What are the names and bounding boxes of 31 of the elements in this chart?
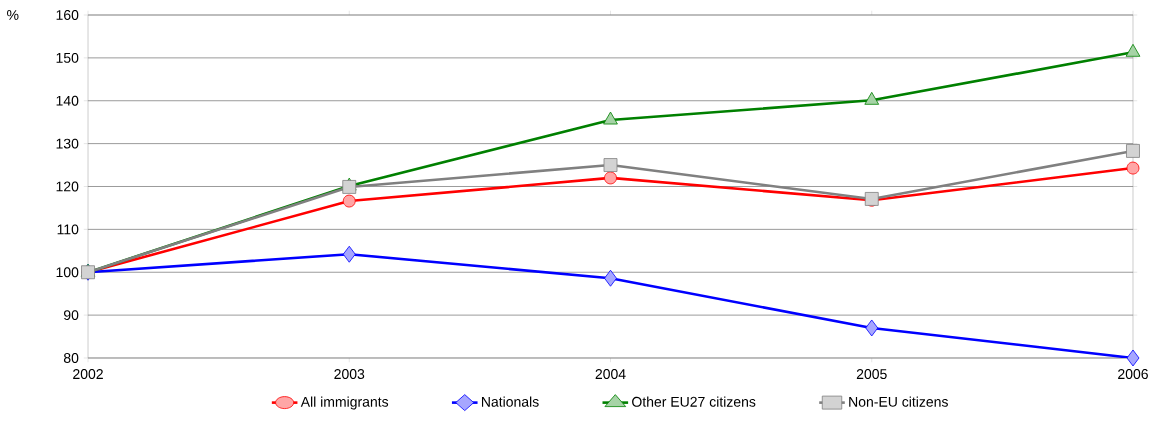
x-tick-label: 2006 — [1118, 369, 1148, 380]
x-tick-label: 2003 — [334, 369, 365, 380]
y-tick-label: 120 — [56, 181, 79, 192]
y-tick-label: 130 — [56, 138, 79, 149]
y-tick-label: 160 — [56, 10, 79, 20]
legend-label: Non-EU citizens — [849, 396, 948, 407]
y-tick-label: 150 — [56, 52, 79, 63]
point — [342, 194, 356, 208]
legend-label: All immigrants — [300, 396, 389, 410]
point — [1126, 161, 1140, 175]
point — [1126, 349, 1140, 367]
y-tick-label: 80 — [63, 353, 79, 363]
y-tick-label: 140 — [56, 95, 79, 106]
point — [342, 245, 356, 263]
y-tick-label: 110 — [57, 224, 79, 235]
x-tick-label: 2002 — [73, 369, 103, 380]
y-axis-title: % — [7, 10, 19, 20]
point — [603, 158, 618, 172]
point — [1125, 43, 1141, 57]
y-tick-label: 100 — [56, 267, 79, 278]
point — [604, 269, 617, 287]
point — [603, 111, 618, 125]
point — [864, 91, 880, 105]
y-tick-label: 90 — [63, 310, 79, 321]
point — [1126, 144, 1140, 158]
point — [865, 319, 879, 337]
x-tick-label: 2005 — [856, 369, 887, 380]
point — [604, 171, 617, 185]
legend-label: Nationals — [481, 396, 539, 407]
x-tick-label: 2004 — [595, 369, 626, 380]
legend-label: Other EU27 citizens — [632, 396, 756, 407]
